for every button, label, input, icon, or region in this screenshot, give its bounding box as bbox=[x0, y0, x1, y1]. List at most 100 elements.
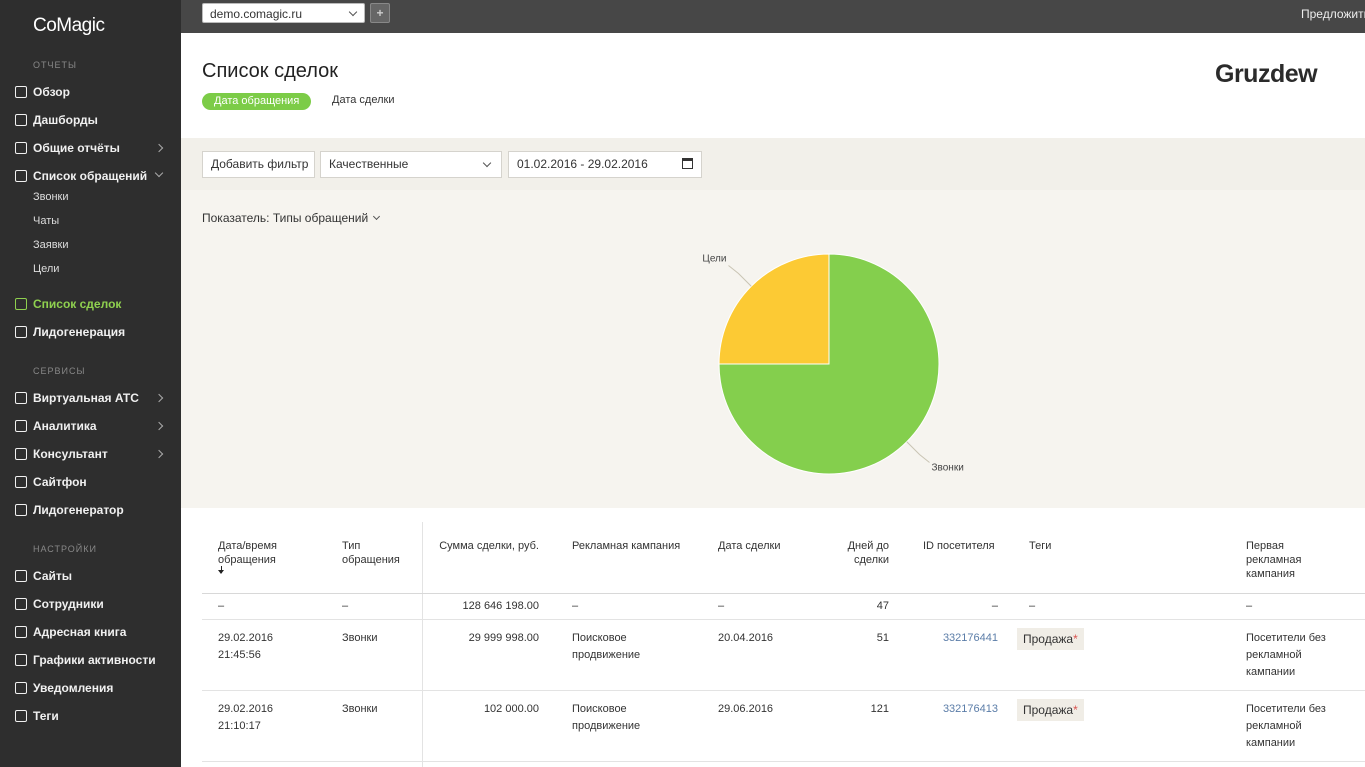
cell-deal-date: 20.04.2016 bbox=[718, 632, 774, 644]
cell-campaign: Поисковое продвижение bbox=[572, 703, 641, 732]
column-header: Дата/время обращения bbox=[218, 540, 278, 566]
cell-deal-date: 29.06.2016 bbox=[718, 703, 774, 715]
nav-icon bbox=[15, 682, 27, 694]
nav-arrow bbox=[154, 449, 164, 459]
sort-icon bbox=[221, 566, 222, 573]
nav-item[interactable]: Уведомления bbox=[0, 680, 181, 708]
add-site-button[interactable]: + bbox=[370, 3, 390, 23]
nav-icon bbox=[15, 420, 27, 432]
nav-label: Список обращений bbox=[33, 169, 148, 183]
summary-cell: 128 646 198.00 bbox=[462, 600, 539, 612]
column-header: Сумма сделки, руб. bbox=[439, 540, 539, 552]
nav-icon bbox=[15, 326, 27, 338]
nav-item[interactable]: Виртуальная АТС bbox=[0, 390, 181, 418]
slice-label: Звонки bbox=[932, 463, 964, 474]
row-line bbox=[202, 761, 1365, 762]
column-header: Теги bbox=[1029, 540, 1052, 552]
cell-sum: 29 999 998.00 bbox=[468, 632, 539, 644]
nav-icon bbox=[15, 142, 27, 154]
nav-icon bbox=[15, 654, 27, 666]
date-range[interactable]: 01.02.2016 - 29.02.2016 bbox=[508, 151, 702, 178]
deals-table: Дата/время обращения Тип обращения Сумма с… bbox=[181, 508, 1365, 767]
cell-visitor[interactable]: 332176413 bbox=[942, 703, 998, 715]
nav-item[interactable]: Список обращений bbox=[0, 168, 181, 190]
cell-days: 51 bbox=[876, 632, 889, 644]
nav-item[interactable]: Сотрудники bbox=[0, 596, 181, 624]
summary-cell: – bbox=[572, 600, 579, 612]
column-header: Первая рекламная кампания bbox=[1246, 540, 1302, 580]
nav-item[interactable]: Сайтфон bbox=[0, 474, 181, 502]
nav-item[interactable]: Графики активности bbox=[0, 652, 181, 680]
page-title: Список сделок bbox=[202, 60, 338, 82]
leader-line bbox=[906, 441, 930, 463]
cell-sum: 102 000.00 bbox=[483, 703, 539, 715]
sort-icon bbox=[218, 570, 224, 574]
topbar: demo.comagic.ru + Предложить bbox=[181, 0, 1365, 33]
nav-icon bbox=[15, 170, 27, 182]
column-divider bbox=[422, 522, 423, 767]
nav-icon bbox=[15, 392, 27, 404]
summary-cell: – bbox=[342, 600, 349, 612]
cell-type: Звонки bbox=[342, 632, 378, 644]
suggest-link[interactable]: Предложить bbox=[1301, 7, 1365, 21]
filter-select[interactable]: Качественные bbox=[320, 151, 502, 178]
indicator-value: Типы обращений bbox=[272, 211, 369, 225]
nav-icon bbox=[15, 504, 27, 516]
section-title: СЕРВИСЫ bbox=[33, 366, 86, 376]
nav-item[interactable]: Адресная книга bbox=[0, 624, 181, 652]
nav-label: Лидогенератор bbox=[33, 503, 124, 517]
cell-date: 29.02.2016 21:10:17 bbox=[218, 703, 274, 732]
tab[interactable]: Дата обращения bbox=[202, 93, 312, 110]
nav-label: Дашборды bbox=[33, 113, 98, 127]
cell-first-campaign: Посетители без рекламной кампании bbox=[1246, 632, 1326, 678]
nav-item[interactable]: Общие отчёты bbox=[0, 140, 181, 168]
indicator[interactable]: Показатель: Типы обращений bbox=[202, 211, 381, 225]
filter-select-text: Качественные bbox=[329, 157, 409, 171]
nav-icon bbox=[15, 570, 27, 582]
sidebar: CoMagic ОТЧЕТЫ Обзор Дашборды Общие отчёты С… bbox=[0, 0, 181, 767]
column-header: Рекламная кампания bbox=[572, 540, 681, 552]
nav-subitem[interactable]: Заявки bbox=[33, 239, 69, 251]
add-filter-button[interactable]: Добавить фильтр bbox=[202, 151, 315, 178]
site-select[interactable]: demo.comagic.ru bbox=[202, 3, 365, 23]
summary-cell: – bbox=[218, 600, 225, 612]
leader-line bbox=[728, 265, 752, 287]
tag-label: Продажа bbox=[1023, 632, 1074, 646]
nav-item[interactable]: Лидогенерация bbox=[0, 324, 181, 352]
gap bbox=[0, 530, 181, 540]
nav-item[interactable]: Дашборды bbox=[0, 112, 181, 140]
nav-subitem[interactable]: Чаты bbox=[33, 215, 60, 227]
nav-arrow bbox=[154, 143, 164, 153]
tab[interactable]: Дата сделки bbox=[332, 94, 395, 106]
nav-icon bbox=[15, 114, 27, 126]
nav-item[interactable]: Консультант bbox=[0, 446, 181, 474]
cell-first-campaign: Посетители без рекламной кампании bbox=[1246, 703, 1326, 749]
nav-arrow bbox=[154, 393, 164, 403]
gap bbox=[0, 352, 181, 362]
tag-label: Продажа bbox=[1023, 703, 1074, 717]
tag-mark: * bbox=[1073, 703, 1078, 717]
cell-visitor[interactable]: 332176441 bbox=[942, 632, 998, 644]
nav-item[interactable]: Список сделок bbox=[0, 296, 181, 324]
tag-mark: * bbox=[1073, 632, 1078, 646]
summary-cell: – bbox=[1246, 600, 1253, 612]
nav-item[interactable]: Лидогенератор bbox=[0, 502, 181, 530]
nav-item[interactable]: Обзор bbox=[0, 84, 181, 112]
nav-item[interactable]: Сайты bbox=[0, 568, 181, 596]
nav-subitem[interactable]: Цели bbox=[33, 263, 60, 275]
nav-label: Аналитика bbox=[33, 419, 97, 433]
nav-icon bbox=[15, 476, 27, 488]
nav-item[interactable]: Аналитика bbox=[0, 418, 181, 446]
nav-item[interactable]: Теги bbox=[0, 708, 181, 736]
nav-subitem[interactable]: Звонки bbox=[33, 191, 69, 203]
nav-label: Сотрудники bbox=[33, 597, 104, 611]
nav-label: Графики активности bbox=[33, 653, 156, 667]
section-title: НАСТРОЙКИ bbox=[33, 544, 97, 554]
nav-icon bbox=[15, 626, 27, 638]
column-header: ID посетителя bbox=[923, 540, 995, 552]
logo: CoMagic bbox=[33, 15, 105, 36]
nav-label: Теги bbox=[33, 709, 59, 723]
nav-arrow bbox=[154, 421, 164, 431]
summary-cell: – bbox=[991, 600, 998, 612]
